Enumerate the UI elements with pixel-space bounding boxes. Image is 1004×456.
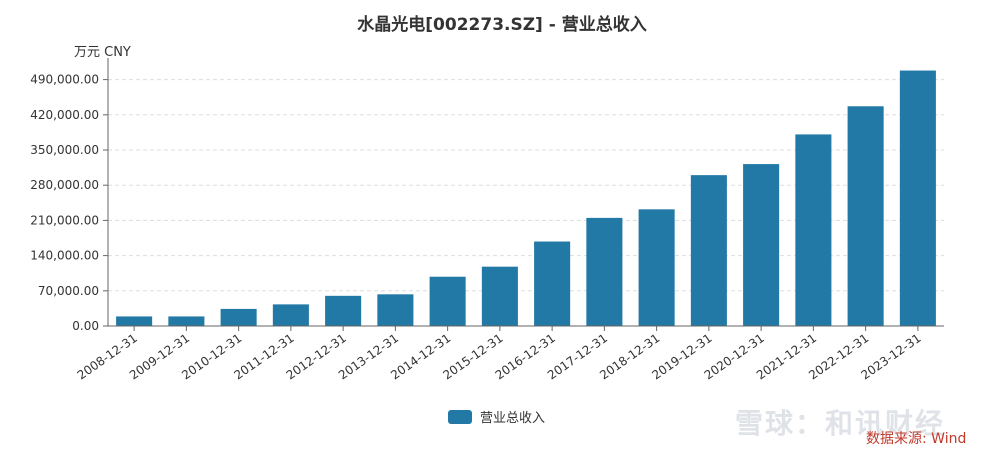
bar [847,106,884,326]
y-tick-label: 210,000.00 [30,213,99,227]
axes [107,58,944,327]
watermark: 雪球：和讯财经 [735,407,946,440]
bar [377,294,414,326]
legend[interactable]: 营业总收入 [448,407,545,426]
y-tick-label: 280,000.00 [30,178,99,192]
legend-swatch [448,409,472,424]
bar [586,217,623,326]
bar [429,276,466,326]
bar [220,308,257,326]
legend-label: 营业总收入 [480,411,546,426]
bar [690,175,727,326]
bars [116,70,936,326]
bar [116,316,153,326]
bar [899,70,936,326]
y-tick-label: 70,000.00 [38,284,99,298]
y-tick-label: 490,000.00 [30,73,99,87]
y-tick-label: 350,000.00 [30,143,99,157]
y-tick-label: 420,000.00 [30,108,99,122]
bar [272,304,309,326]
y-tick-label: 0.00 [72,319,99,333]
bar [638,209,675,326]
y-tick-label: 140,000.00 [30,249,99,263]
y-axis-unit-label: 万元 CNY [74,45,131,60]
bar [168,316,205,326]
bar [534,241,571,326]
data-source: 数据来源: Wind [866,431,967,447]
x-tick-labels: 2008-12-312009-12-312010-12-312011-12-31… [75,326,924,382]
bar [743,164,780,326]
y-tick-labels: 0.00 70,000.00 140,000.00 210,000.00 280,000… [30,73,108,333]
bar [325,295,362,326]
bar [481,266,518,326]
bar [795,134,832,326]
chart-title: 水晶光电[002273.SZ] - 营业总收入 [357,15,647,35]
